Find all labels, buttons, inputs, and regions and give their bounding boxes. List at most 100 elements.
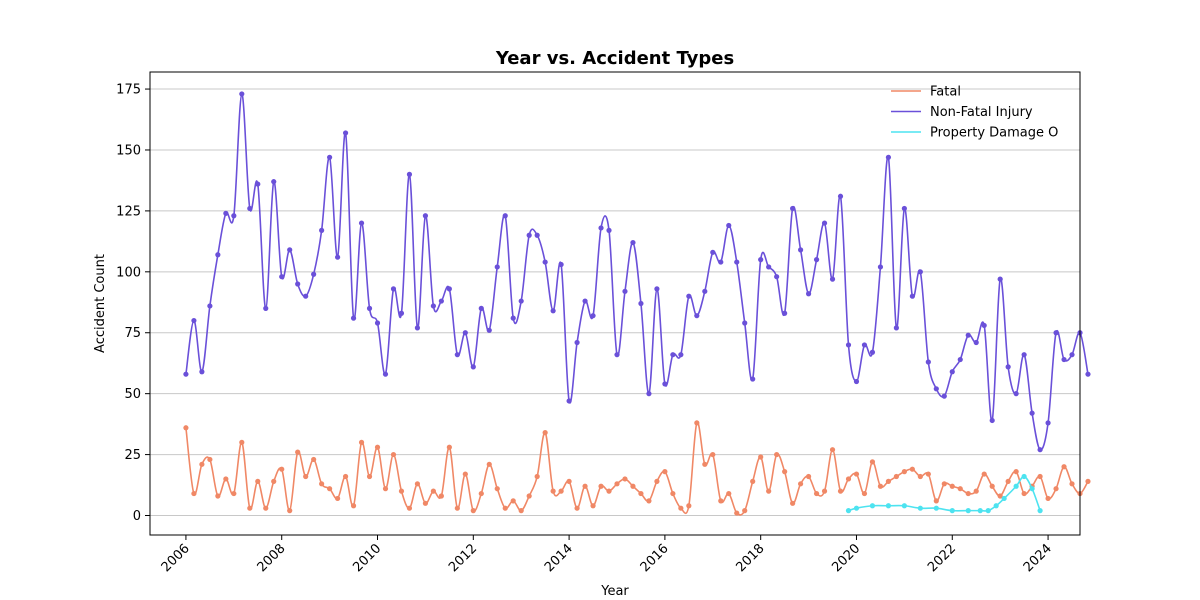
- data-point: [542, 430, 548, 436]
- data-point: [1045, 495, 1051, 502]
- data-point: [478, 490, 484, 497]
- data-point: [550, 308, 556, 314]
- data-point: [518, 298, 524, 304]
- data-point: [502, 505, 508, 511]
- data-point: [694, 313, 700, 319]
- data-point: [909, 293, 915, 299]
- data-point: [973, 339, 979, 346]
- data-point: [1029, 486, 1035, 492]
- data-point: [1053, 486, 1059, 492]
- data-point: [526, 232, 532, 238]
- data-point: [303, 473, 309, 480]
- data-point: [342, 130, 349, 136]
- data-point: [901, 205, 907, 212]
- series-group: [183, 420, 1091, 516]
- data-point: [494, 486, 500, 492]
- data-point: [255, 181, 261, 187]
- data-point: [853, 378, 860, 385]
- legend-label: Fatal: [930, 85, 961, 100]
- data-point: [247, 505, 253, 511]
- data-point: [973, 488, 979, 494]
- data-point: [183, 425, 189, 431]
- data-point: [845, 476, 852, 482]
- data-point: [654, 286, 660, 292]
- data-point: [805, 291, 812, 297]
- data-point: [374, 444, 381, 450]
- data-point: [925, 359, 931, 365]
- data-point: [470, 508, 476, 514]
- data-point: [869, 349, 876, 355]
- data-point: [454, 505, 460, 511]
- data-point: [446, 286, 452, 292]
- y-axis: 0 25 50 75 100 125 150 175: [116, 83, 150, 524]
- data-point: [798, 247, 804, 253]
- data-point: [223, 476, 229, 482]
- data-point: [446, 444, 452, 450]
- data-point: [869, 503, 876, 509]
- data-point: [1085, 478, 1091, 484]
- series-group: [183, 91, 1091, 453]
- data-point: [917, 269, 923, 275]
- x-axis-label: Year: [600, 584, 629, 599]
- data-point: [1005, 364, 1011, 370]
- data-point: [335, 254, 341, 260]
- data-point: [598, 483, 604, 489]
- data-point: [989, 483, 995, 489]
- data-point: [430, 488, 436, 494]
- data-point: [901, 503, 907, 509]
- data-point: [239, 91, 245, 97]
- data-point: [398, 488, 405, 494]
- data-point: [1069, 481, 1075, 487]
- legend: Fatal Non-Fatal Injury Property Damage O: [891, 85, 1058, 141]
- data-point: [758, 257, 764, 263]
- data-point: [885, 478, 892, 484]
- data-point: [183, 371, 189, 377]
- data-point: [350, 315, 357, 321]
- data-point: [295, 281, 301, 287]
- data-point: [726, 490, 732, 497]
- data-point: [486, 327, 492, 333]
- data-point: [510, 315, 516, 321]
- data-point: [957, 486, 963, 492]
- data-point: [422, 213, 429, 219]
- data-point: [462, 471, 468, 477]
- data-point: [271, 179, 277, 185]
- data-point: [869, 459, 876, 465]
- data-point: [279, 274, 285, 280]
- data-point: [614, 352, 620, 358]
- data-point: [670, 490, 676, 497]
- data-point: [231, 213, 237, 219]
- data-point: [1005, 478, 1011, 484]
- data-point: [877, 264, 884, 270]
- y-tick-label: 25: [124, 448, 141, 463]
- series-layer: [183, 91, 1091, 516]
- data-point: [558, 261, 564, 268]
- data-point: [977, 508, 983, 514]
- data-point: [502, 213, 508, 219]
- data-point: [933, 505, 939, 511]
- data-point: [837, 488, 844, 494]
- data-point: [646, 498, 652, 504]
- data-point: [207, 303, 213, 309]
- data-point: [993, 503, 999, 509]
- data-point: [263, 505, 269, 511]
- data-point: [949, 369, 955, 375]
- data-point: [662, 469, 668, 475]
- data-point: [981, 322, 987, 329]
- data-point: [255, 478, 261, 484]
- data-point: [734, 259, 740, 265]
- data-point: [462, 330, 468, 336]
- data-point: [630, 483, 636, 489]
- data-point: [622, 288, 628, 294]
- data-point: [1013, 469, 1019, 475]
- data-point: [566, 398, 572, 404]
- data-point: [390, 286, 397, 292]
- data-point: [782, 469, 788, 475]
- data-point: [853, 471, 860, 477]
- data-point: [366, 473, 373, 480]
- data-point: [1061, 464, 1067, 470]
- data-point: [917, 473, 923, 480]
- series-group: [845, 473, 1043, 514]
- data-point: [853, 505, 860, 511]
